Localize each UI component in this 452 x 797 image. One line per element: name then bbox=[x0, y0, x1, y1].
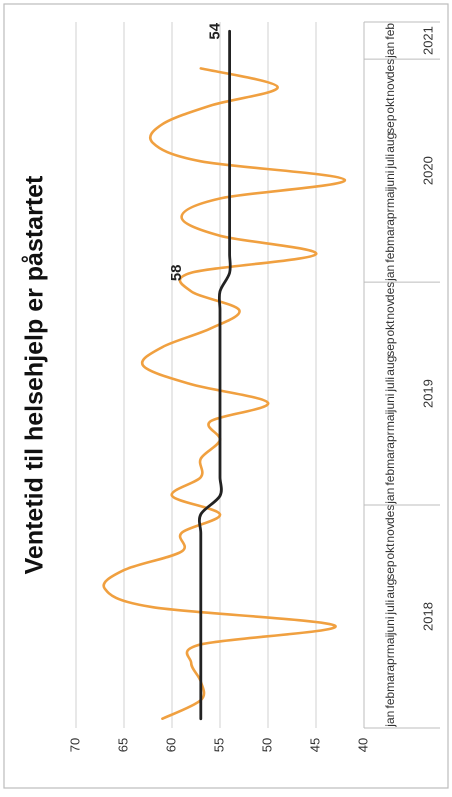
category-label: okt bbox=[383, 320, 397, 337]
category-label: aug bbox=[383, 356, 397, 376]
category-label: des bbox=[383, 505, 397, 524]
category-label: feb bbox=[383, 469, 397, 486]
gridlines bbox=[75, 22, 365, 728]
category-label: okt bbox=[383, 97, 397, 114]
y-tick-label: 45 bbox=[307, 738, 322, 752]
category-label: feb bbox=[383, 691, 397, 708]
data-label: 58 bbox=[168, 264, 185, 281]
data-label: 54 bbox=[207, 22, 224, 39]
category-label: aug bbox=[383, 579, 397, 599]
year-label: 2020 bbox=[420, 156, 435, 185]
year-label: 2021 bbox=[420, 26, 435, 55]
category-label: juni bbox=[383, 616, 397, 636]
series-lines bbox=[102, 29, 347, 721]
chart-frame bbox=[3, 3, 449, 789]
category-label: jan bbox=[383, 42, 397, 59]
y-tick-label: 70 bbox=[67, 738, 82, 752]
y-tick-label: 55 bbox=[211, 738, 226, 752]
chart-title: Ventetid til helsehjelp er påstartet bbox=[21, 175, 49, 574]
category-label: mar bbox=[383, 448, 397, 469]
category-label: juli bbox=[383, 377, 397, 393]
category-label: sep bbox=[383, 560, 397, 580]
category-label: feb bbox=[383, 246, 397, 263]
category-label: mar bbox=[383, 225, 397, 246]
y-tick-label: 50 bbox=[259, 738, 274, 752]
y-tick-label: 60 bbox=[163, 738, 178, 752]
category-axis: janfebmaraprmaijunijuliaugsepoktnovdesja… bbox=[363, 21, 440, 729]
category-label: mai bbox=[383, 635, 397, 654]
category-label: apr bbox=[383, 431, 397, 448]
value-axis: 40 45 50 55 60 65 70 bbox=[67, 738, 370, 752]
category-label: juli bbox=[383, 600, 397, 616]
category-label: des bbox=[383, 282, 397, 301]
category-label: mar bbox=[383, 671, 397, 692]
category-label: juni bbox=[383, 171, 397, 191]
category-label: jan bbox=[383, 711, 397, 728]
category-label: okt bbox=[383, 543, 397, 560]
category-label: juli bbox=[383, 154, 397, 170]
category-label: jan bbox=[383, 488, 397, 505]
category-label: des bbox=[383, 59, 397, 78]
category-label: mai bbox=[383, 189, 397, 208]
category-label: sep bbox=[383, 114, 397, 134]
category-label: apr bbox=[383, 208, 397, 225]
plot-area: janfebmaraprmaijunijuliaugsepoktnovdesja… bbox=[75, 21, 440, 729]
series-line-trend bbox=[197, 29, 232, 721]
category-label: sep bbox=[383, 337, 397, 357]
y-tick-label: 65 bbox=[115, 738, 130, 752]
year-label: 2018 bbox=[420, 602, 435, 631]
series-line-monthly bbox=[102, 67, 347, 720]
category-label: juni bbox=[383, 394, 397, 414]
category-label: apr bbox=[383, 654, 397, 671]
category-label: mai bbox=[383, 412, 397, 431]
data-labels: 58 54 bbox=[168, 22, 223, 281]
category-label: nov bbox=[383, 300, 397, 319]
y-tick-label: 40 bbox=[355, 738, 370, 752]
year-label: 2019 bbox=[420, 379, 435, 408]
category-label: feb bbox=[383, 23, 397, 40]
category-label: nov bbox=[383, 523, 397, 542]
category-label: aug bbox=[383, 133, 397, 153]
category-label: jan bbox=[383, 265, 397, 282]
category-label: nov bbox=[383, 77, 397, 96]
